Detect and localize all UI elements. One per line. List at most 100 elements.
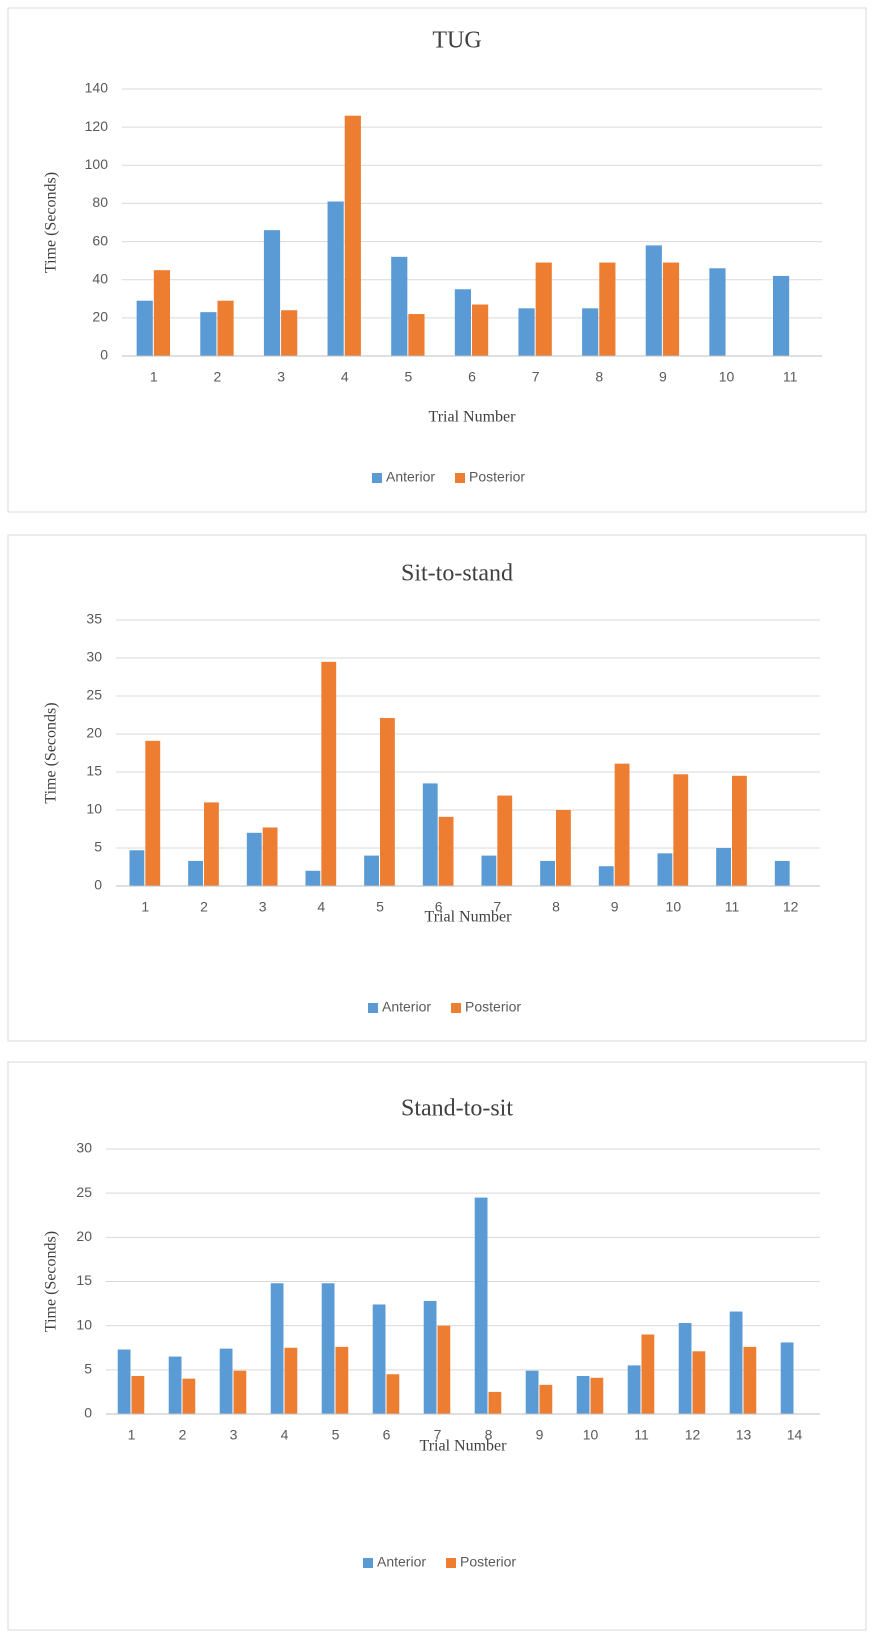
x-tick-label: 9 — [536, 1427, 544, 1443]
x-tick-label: 5 — [404, 369, 412, 385]
bar — [204, 802, 219, 886]
bar — [488, 1391, 502, 1414]
bar — [344, 115, 361, 356]
legend-label: Posterior — [469, 469, 525, 485]
y-tick-label: 5 — [84, 1361, 92, 1377]
y-tick-label: 40 — [92, 270, 108, 286]
y-tick-label: 140 — [85, 80, 109, 96]
bar — [645, 245, 662, 356]
bar — [729, 1311, 743, 1414]
bar — [518, 308, 535, 356]
x-tick-label: 4 — [317, 899, 325, 915]
legend-swatch — [363, 1558, 373, 1568]
x-axis-label: Trial Number — [420, 1438, 508, 1455]
y-axis-label: Time (Seconds) — [43, 172, 60, 273]
legend-label: Anterior — [382, 999, 431, 1015]
x-tick-label: 4 — [281, 1427, 289, 1443]
bar — [692, 1351, 706, 1414]
legend-swatch — [451, 1003, 462, 1013]
bar — [535, 262, 552, 356]
x-tick-label: 3 — [230, 1427, 238, 1443]
bar — [454, 289, 471, 356]
bar — [372, 1304, 386, 1414]
bar — [716, 848, 731, 886]
x-tick-label: 3 — [277, 369, 285, 385]
bar — [673, 774, 689, 886]
bar — [168, 1356, 182, 1414]
bar — [627, 1365, 641, 1414]
bar — [774, 860, 790, 886]
bar — [641, 1334, 655, 1414]
x-tick-label: 14 — [787, 1427, 803, 1443]
bar — [391, 256, 408, 356]
legend-swatch — [368, 1003, 378, 1013]
bar — [380, 718, 395, 886]
bar — [662, 262, 680, 356]
y-tick-label: 100 — [85, 156, 109, 172]
bar — [422, 783, 438, 886]
bar — [437, 1325, 451, 1414]
bar — [678, 1323, 692, 1414]
x-axis-label: Trial Number — [425, 909, 513, 926]
y-tick-label: 120 — [85, 118, 109, 134]
x-tick-label: 12 — [685, 1427, 701, 1443]
bar — [364, 855, 379, 886]
y-tick-label: 10 — [86, 801, 102, 817]
bar — [129, 850, 145, 886]
x-tick-label: 11 — [725, 899, 740, 915]
x-tick-label: 9 — [659, 369, 667, 385]
legend: Anterior Posterior — [372, 469, 525, 485]
bar — [614, 763, 630, 886]
x-tick-label: 13 — [736, 1427, 752, 1443]
bar — [233, 1370, 247, 1414]
x-tick-label: 7 — [434, 1427, 442, 1443]
x-axis-label: Trial Number — [429, 409, 517, 426]
bar — [540, 860, 555, 886]
y-axis-label: Time (Seconds) — [43, 702, 60, 803]
bar — [270, 1283, 284, 1414]
y-tick-label: 80 — [92, 194, 108, 210]
x-tick-label: 8 — [595, 369, 603, 385]
bar — [773, 275, 790, 356]
x-tick-label: 12 — [783, 899, 799, 915]
x-tick-label: 5 — [376, 899, 384, 915]
y-tick-label: 15 — [86, 763, 102, 779]
y-tick-label: 25 — [76, 1184, 92, 1200]
chart-frame — [7, 7, 867, 513]
x-tick-label: 7 — [532, 369, 540, 385]
bar — [246, 832, 262, 886]
bar — [136, 300, 153, 356]
y-tick-label: 60 — [92, 232, 108, 248]
y-tick-label: 5 — [94, 839, 102, 855]
bar — [262, 827, 278, 886]
x-tick-label: 11 — [634, 1427, 649, 1443]
x-tick-label: 2 — [179, 1427, 187, 1443]
chart-title: TUG — [432, 28, 481, 54]
bar — [556, 810, 571, 886]
bar — [474, 1197, 488, 1414]
bar — [576, 1376, 590, 1414]
bar — [497, 795, 513, 886]
y-tick-label: 10 — [76, 1316, 92, 1332]
bar — [284, 1347, 298, 1414]
x-tick-label: 9 — [611, 899, 619, 915]
y-tick-label: 30 — [76, 1140, 92, 1156]
x-tick-label: 1 — [128, 1427, 136, 1443]
bar — [117, 1349, 131, 1414]
bar — [217, 300, 234, 356]
x-tick-label: 2 — [200, 899, 208, 915]
chart-title: Sit-to-stand — [401, 561, 513, 587]
chart-frame — [7, 1061, 867, 1631]
legend-label: Posterior — [460, 1554, 516, 1570]
bar — [131, 1376, 145, 1414]
bar — [153, 270, 170, 356]
bar — [598, 866, 614, 886]
chart-title: Stand-to-sit — [401, 1096, 513, 1122]
y-tick-label: 20 — [76, 1228, 92, 1244]
bar — [335, 1346, 349, 1414]
bar — [481, 855, 497, 886]
bar — [305, 870, 321, 886]
legend-label: Anterior — [386, 469, 435, 485]
y-tick-label: 25 — [86, 687, 102, 703]
x-tick-label: 7 — [493, 899, 501, 915]
